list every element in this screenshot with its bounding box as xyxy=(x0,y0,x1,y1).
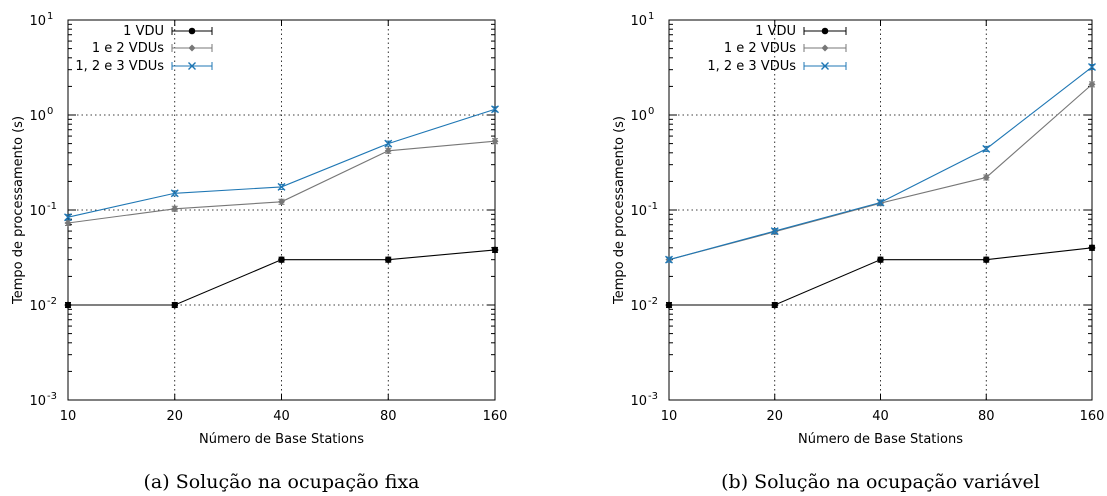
data-point xyxy=(877,256,884,263)
x-tick-label: 80 xyxy=(380,409,397,424)
x-tick-label: 10 xyxy=(60,409,77,424)
data-point xyxy=(64,213,72,222)
data-point xyxy=(665,255,673,264)
x-tick-label: 160 xyxy=(483,409,508,424)
series-x xyxy=(64,105,499,222)
series-circle xyxy=(665,244,1096,309)
data-point xyxy=(188,62,196,70)
y-tick-label: 10 xyxy=(630,394,647,409)
legend-label: 1 e 2 VDUs xyxy=(92,41,164,56)
data-point xyxy=(171,301,179,309)
series-x xyxy=(665,63,1096,264)
x-axis-title: Número de Base Stations xyxy=(199,432,364,447)
y-tick-label: 10 xyxy=(630,109,647,124)
data-point xyxy=(277,182,286,191)
data-point xyxy=(170,189,179,198)
data-point xyxy=(64,219,72,227)
data-point xyxy=(876,198,885,207)
x-tick-label: 40 xyxy=(872,409,889,424)
data-point xyxy=(1088,80,1096,88)
data-point xyxy=(771,301,779,309)
data-point xyxy=(384,256,392,263)
data-point xyxy=(821,62,829,70)
y-tick-exponent: -3 xyxy=(47,391,57,402)
x-tick-label: 80 xyxy=(978,409,995,424)
data-point xyxy=(171,205,179,213)
data-point xyxy=(1088,63,1096,72)
data-point xyxy=(770,227,779,236)
y-tick-label: 10 xyxy=(630,14,647,29)
series-diamond xyxy=(665,80,1096,264)
data-point xyxy=(982,144,991,153)
data-point xyxy=(982,173,990,181)
data-point xyxy=(491,137,499,145)
y-tick-label: 10 xyxy=(630,204,647,219)
y-axis-title: Tempo de processamento (s) xyxy=(612,116,627,305)
legend-label: 1 e 2 VDUs xyxy=(724,41,796,56)
x-tick-label: 160 xyxy=(1080,409,1105,424)
y-tick-label: 10 xyxy=(29,394,46,409)
legend-label: 1 VDU xyxy=(755,24,796,39)
y-tick-exponent: -2 xyxy=(648,296,658,307)
legend-label: 1, 2 e 3 VDUs xyxy=(75,59,164,74)
y-tick-exponent: 1 xyxy=(47,11,53,22)
data-point xyxy=(821,27,829,35)
y-tick-exponent: 0 xyxy=(47,106,53,117)
data-point xyxy=(188,27,196,35)
y-axis-title: Tempo de processamento (s) xyxy=(11,116,26,305)
x-tick-label: 20 xyxy=(766,409,783,424)
data-point xyxy=(982,256,990,263)
chart-caption: (a) Solução na ocupação fixa xyxy=(144,471,420,493)
y-tick-exponent: -1 xyxy=(47,201,57,212)
y-tick-exponent: -1 xyxy=(648,201,658,212)
data-point xyxy=(665,301,673,309)
data-point xyxy=(491,246,499,254)
data-point xyxy=(64,301,72,309)
gridlines xyxy=(669,20,1092,400)
gridlines xyxy=(68,20,495,400)
y-tick-label: 10 xyxy=(29,299,46,314)
axis-ticks xyxy=(668,19,1093,401)
x-tick-label: 40 xyxy=(273,409,290,424)
chart-caption: (b) Solução na ocupação variável xyxy=(721,471,1040,493)
data-point xyxy=(384,147,392,155)
series-diamond xyxy=(64,137,499,227)
y-tick-exponent: -2 xyxy=(47,296,57,307)
data-point xyxy=(1088,244,1096,252)
legend-label: 1, 2 e 3 VDUs xyxy=(707,59,796,74)
y-tick-label: 10 xyxy=(630,299,647,314)
data-point xyxy=(278,198,285,206)
legend-label: 1 VDU xyxy=(123,24,164,39)
y-tick-label: 10 xyxy=(29,14,46,29)
data-point xyxy=(384,139,393,148)
x-axis-title: Número de Base Stations xyxy=(798,432,963,447)
y-tick-label: 10 xyxy=(29,204,46,219)
y-tick-exponent: -3 xyxy=(648,391,658,402)
data-point xyxy=(491,105,499,114)
y-tick-exponent: 0 xyxy=(648,106,654,117)
y-tick-label: 10 xyxy=(29,109,46,124)
data-point xyxy=(278,256,285,263)
x-tick-label: 10 xyxy=(661,409,678,424)
y-tick-exponent: 1 xyxy=(648,11,654,22)
x-tick-label: 20 xyxy=(166,409,183,424)
data-point xyxy=(821,44,829,52)
axis-ticks xyxy=(67,19,496,401)
series-line xyxy=(668,66,1093,261)
data-point xyxy=(188,44,196,52)
series-circle xyxy=(64,246,499,309)
